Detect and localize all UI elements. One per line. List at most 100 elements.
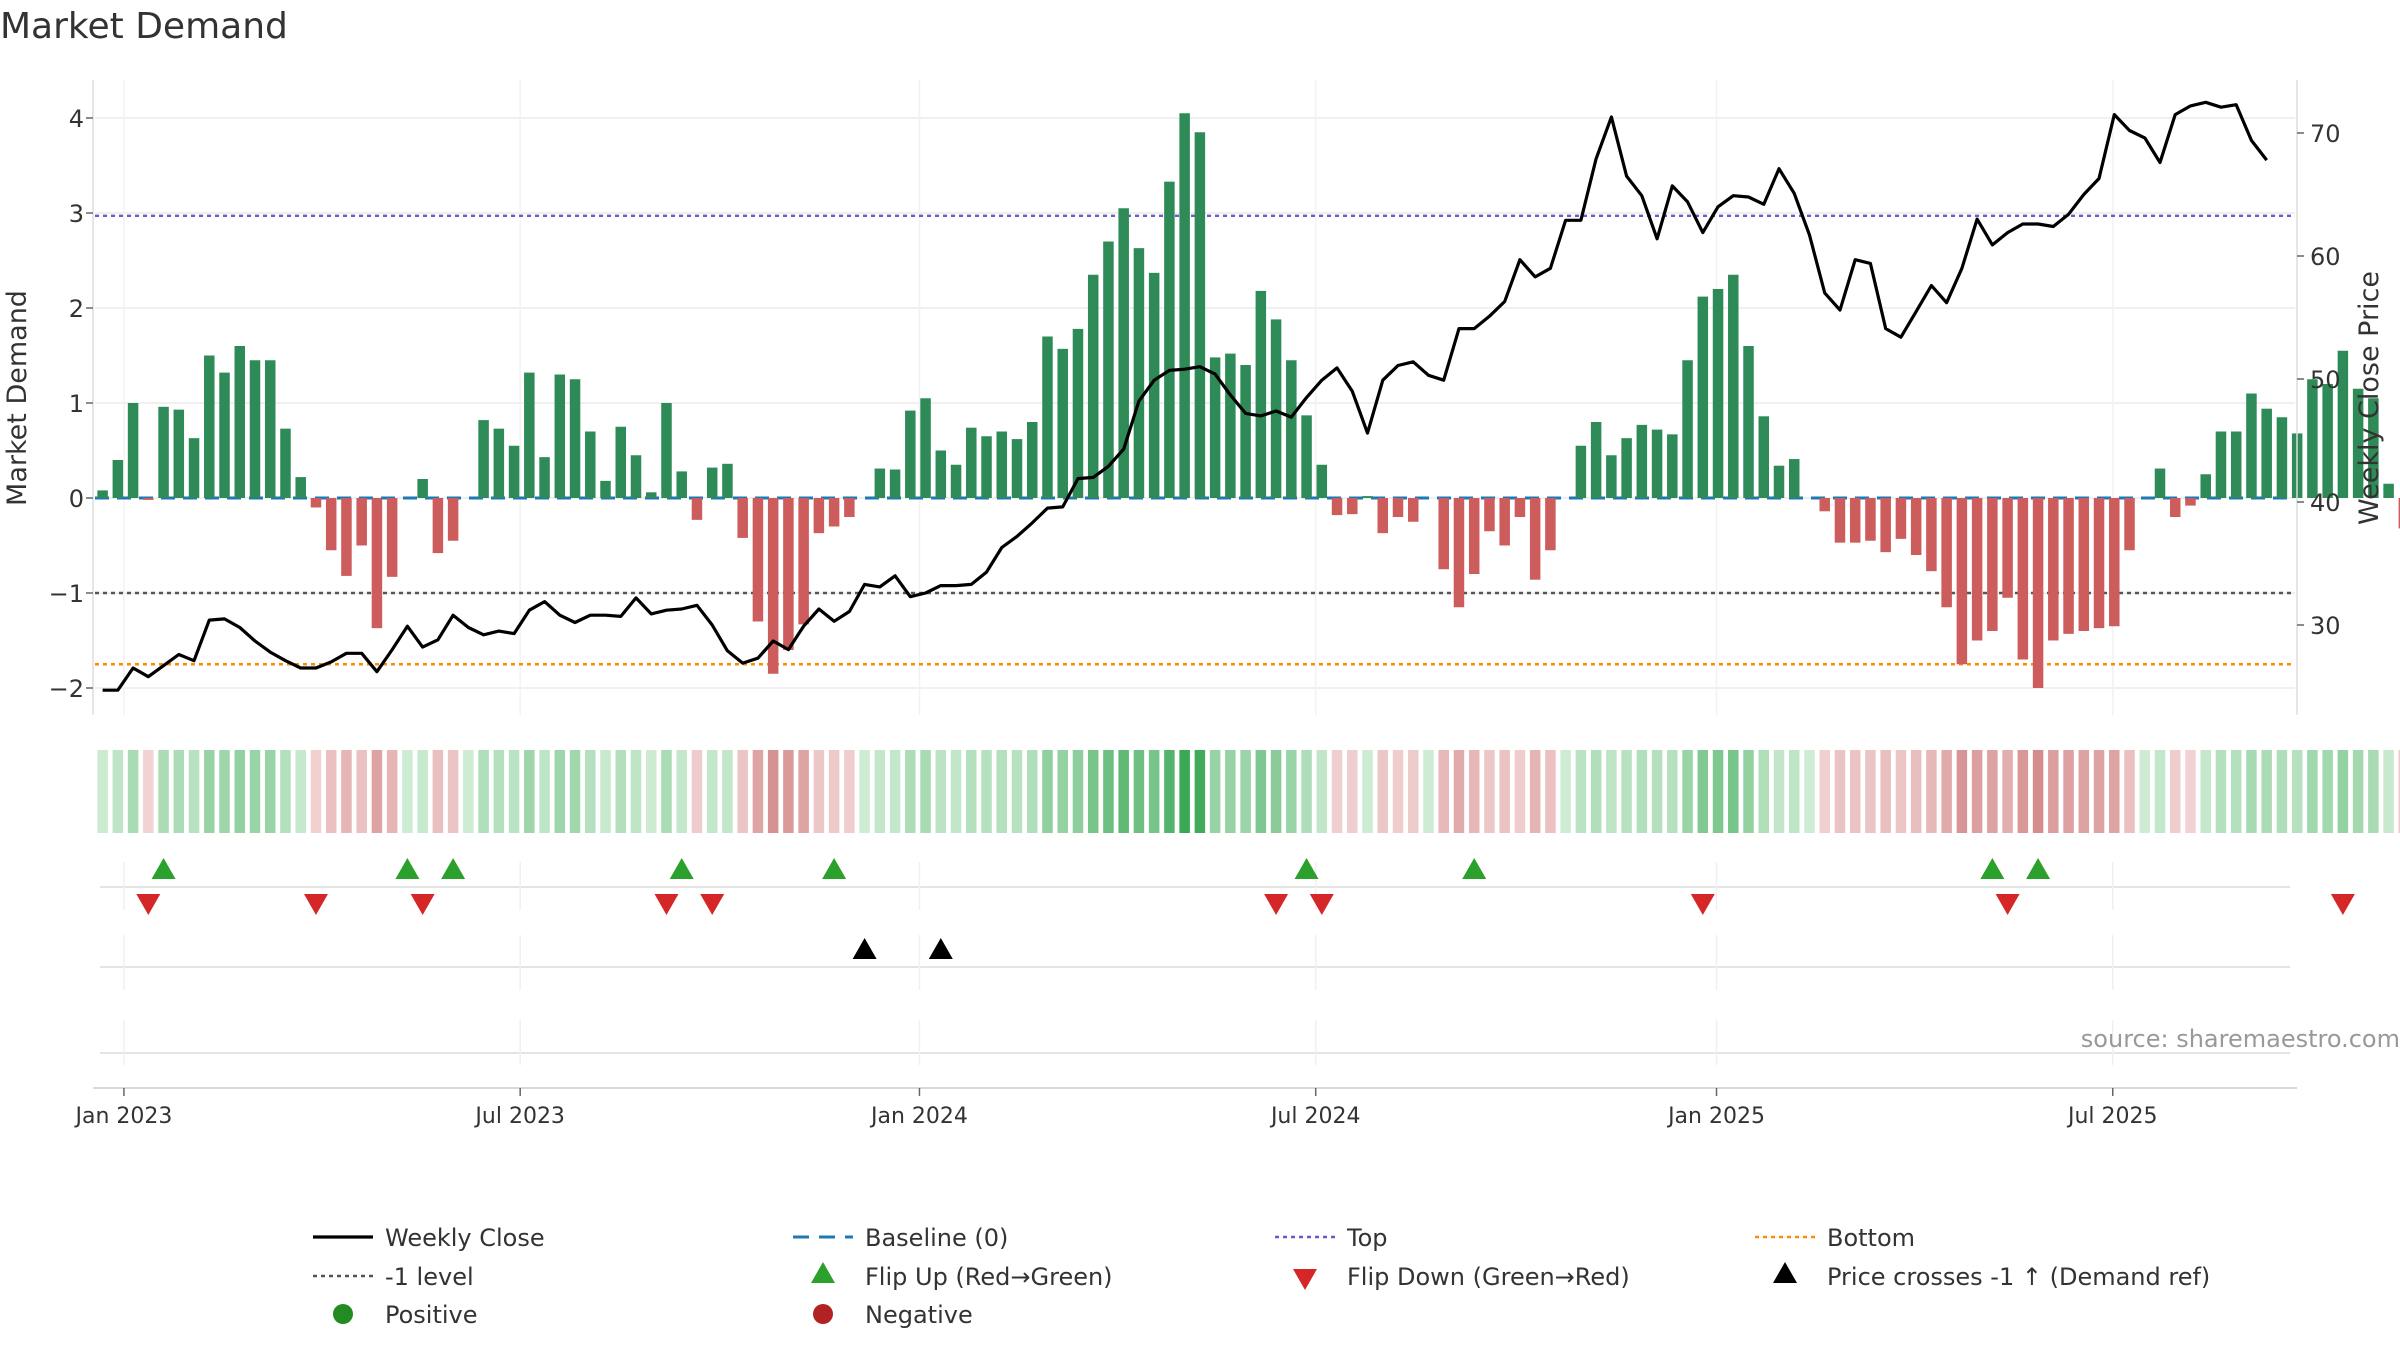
axes: −2 −1 0 1 2 3 4 30 40 50 60 70 <box>49 80 2341 715</box>
demand-bar <box>1194 132 1206 498</box>
heat-cell <box>1865 750 1876 833</box>
flip-up-marker <box>2026 858 2051 879</box>
demand-bar <box>767 498 779 674</box>
heat-cell <box>1804 750 1815 833</box>
demand-bar <box>691 498 703 520</box>
demand-bar <box>112 460 124 498</box>
demand-bar <box>143 498 154 500</box>
heat-cell <box>371 750 383 833</box>
flip-down-marker <box>1264 894 1289 915</box>
heat-cell <box>1697 750 1709 833</box>
heat-cell <box>508 750 520 833</box>
heat-cell <box>524 750 535 833</box>
demand-bar <box>1926 498 1937 572</box>
flip-up-marker <box>395 858 420 879</box>
demand-bar <box>1529 498 1541 580</box>
heat-cell <box>1438 750 1449 833</box>
demand-bar <box>1575 445 1587 498</box>
demand-bar <box>874 468 886 498</box>
heat-cell <box>2352 750 2364 833</box>
demand-bar <box>1956 498 1968 665</box>
y2-tick-label: 40 <box>2310 489 2341 517</box>
demand-bar <box>1682 360 1693 498</box>
demand-bar <box>188 438 200 498</box>
y-tick-label: 3 <box>69 200 84 228</box>
demand-bar <box>158 406 169 498</box>
legend-label: -1 level <box>385 1263 474 1291</box>
demand-bar <box>280 428 291 498</box>
demand-bar <box>1606 455 1617 498</box>
demand-bar <box>524 372 535 498</box>
demand-bar <box>1087 274 1099 498</box>
demand-bar <box>1057 348 1068 498</box>
heat-cell <box>1560 750 1571 833</box>
heat-cell <box>2307 750 2318 833</box>
heat-cell <box>2291 750 2303 833</box>
demand-bar <box>295 477 306 498</box>
demand-bar <box>1712 289 1724 498</box>
demand-bar <box>569 379 581 498</box>
heat-cell <box>1148 750 1160 833</box>
price-cross-marker <box>852 938 877 959</box>
heat-cell <box>417 750 428 833</box>
heat-cell <box>2002 750 2013 833</box>
heat-cell <box>2124 750 2135 833</box>
heat-cell <box>661 750 672 833</box>
x-tick-label: Jul 2025 <box>2066 1104 2158 1129</box>
price-cross-marker <box>928 938 953 959</box>
heat-cell <box>204 750 215 833</box>
legend-circle-icon <box>333 1304 353 1324</box>
demand-bar <box>1240 365 1251 498</box>
heat-cell <box>1728 750 1739 833</box>
demand-bar <box>950 464 962 498</box>
heat-cell <box>219 750 230 833</box>
demand-bar <box>2322 384 2333 498</box>
heat-cell <box>798 750 809 833</box>
heat-cell <box>1255 750 1267 833</box>
demand-bar <box>1179 113 1190 498</box>
demand-bar <box>341 498 352 576</box>
flip-down-marker <box>2330 894 2355 915</box>
demand-bar <box>798 498 809 625</box>
demand-bar <box>2215 431 2227 498</box>
x-tick-label: Jul 2023 <box>473 1104 565 1129</box>
heat-cell <box>1407 750 1419 833</box>
y-tick-label: −2 <box>49 675 84 703</box>
demand-bar <box>1849 498 1861 543</box>
heat-cell <box>1377 750 1389 833</box>
heat-cell <box>158 750 169 833</box>
demand-bar <box>661 403 672 498</box>
demand-bar <box>1392 498 1404 517</box>
demand-bar <box>1209 357 1221 498</box>
heat-cell <box>2154 750 2166 833</box>
x-tick-label: Jan 2024 <box>869 1104 968 1129</box>
demand-bar <box>615 426 627 498</box>
demand-bar <box>1072 328 1084 498</box>
heat-cell <box>493 750 505 833</box>
heat-cell <box>1087 750 1099 833</box>
legend-item: Flip Up (Red→Green) <box>811 1262 1113 1291</box>
demand-bar <box>1453 498 1465 608</box>
demand-bar <box>2124 498 2135 551</box>
heat-cell <box>1468 750 1480 833</box>
demand-bar <box>1773 465 1785 498</box>
demand-bar <box>1865 498 1876 541</box>
heat-cell <box>2368 750 2379 833</box>
demand-bar <box>1499 498 1510 546</box>
flip-down-marker <box>1690 894 1715 915</box>
demand-bar <box>600 480 611 498</box>
heat-cell <box>1514 750 1526 833</box>
heat-cell <box>356 750 367 833</box>
heat-cell <box>1956 750 1968 833</box>
demand-bar <box>325 498 337 551</box>
heat-cell <box>554 750 566 833</box>
heat-cell <box>1103 750 1114 833</box>
heat-cell <box>234 750 246 833</box>
heat-cell <box>935 750 947 833</box>
demand-bar <box>2307 379 2318 498</box>
demand-bar <box>844 498 855 517</box>
flip-markers-row <box>100 858 2355 915</box>
demand-bar <box>1667 434 1678 498</box>
demand-bar <box>2154 468 2166 498</box>
